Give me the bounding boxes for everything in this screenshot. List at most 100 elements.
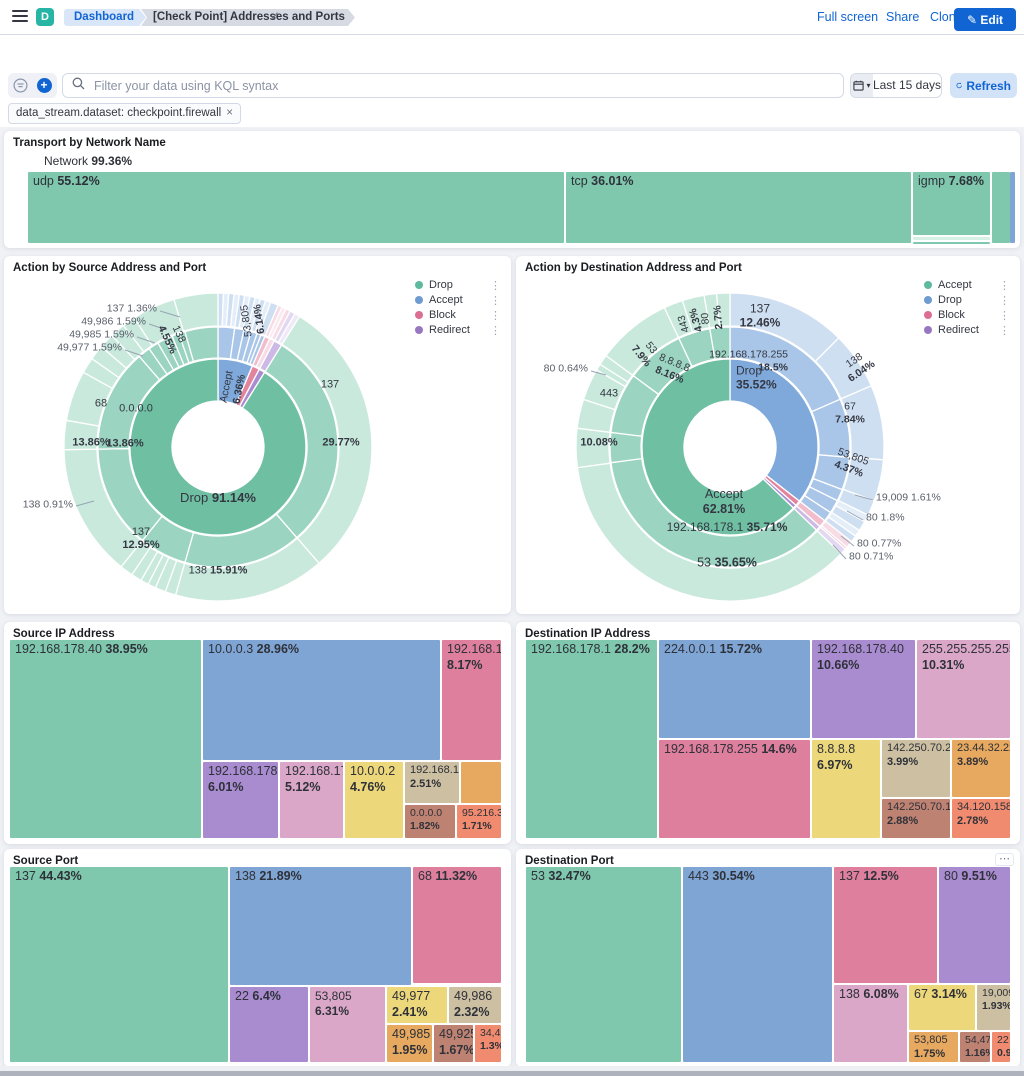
treemap-cell-95-216-33-58[interactable]: 95.216.33.58 1.71% [457, 805, 501, 838]
legend-label: Block [938, 309, 965, 321]
close-icon[interactable]: × [226, 107, 233, 119]
time-range-value[interactable]: Last 15 days [872, 78, 941, 92]
treemap-cell-137[interactable]: 137 44.43% [10, 867, 228, 1062]
panel-title: Source Port [13, 855, 79, 867]
label-leader-line [846, 510, 864, 521]
share-link[interactable]: Share [886, 10, 920, 24]
treemap-cell-34-416[interactable]: 34,416 1.3% [475, 1025, 501, 1062]
treemap-cell-142-250-70-131[interactable]: 142.250.70.131 2.88% [882, 799, 950, 838]
treemap-cell-igmp[interactable]: igmp 7.68% [913, 172, 990, 235]
treemap-cell-53[interactable]: 53 32.47% [526, 867, 681, 1062]
treemap-cell-tcp[interactable]: tcp 36.01% [566, 172, 911, 243]
treemap-cell-138[interactable]: 138 6.08% [834, 985, 907, 1062]
filter-icon-group: + [8, 73, 57, 98]
treemap-cell-8-8-8-8[interactable]: 8.8.8.8 6.97% [812, 740, 880, 838]
treemap-cell-80[interactable]: 80 9.51% [939, 867, 1010, 983]
breadcrumb-dashboard[interactable]: Dashboard [64, 9, 146, 26]
legend-options-icon[interactable]: ⋮ [999, 309, 1010, 322]
legend-options-icon[interactable]: ⋮ [490, 279, 501, 292]
treemap-cell-192-168-178-68[interactable]: 192.168.178.68 8.17% [442, 640, 501, 760]
treemap-cell-192-168-178-255[interactable]: 192.168.178.255 14.6% [659, 740, 810, 838]
treemap-cell-192-168-178-1[interactable]: 192.168.178.1 28.2% [526, 640, 657, 838]
edit-button[interactable]: ✎ Edit [954, 8, 1016, 31]
footer-strip [0, 1066, 1024, 1071]
saved-query-icon[interactable] [8, 73, 32, 98]
treemap-cell-0-0-0-0[interactable]: 0.0.0.0 1.82% [405, 805, 455, 838]
sunburst-slice[interactable] [129, 358, 307, 536]
refresh-button[interactable]: Refresh [950, 73, 1017, 98]
treemap-cell-49-985[interactable]: 49,985 1.95% [387, 1025, 432, 1062]
treemap-group-label: Network 99.36% [44, 154, 133, 168]
panel-title: Transport by Network Name [13, 137, 166, 149]
treemap-cell-53-805[interactable]: 53,805 6.31% [310, 987, 385, 1062]
legend-item-accept[interactable]: Accept ⋮ [924, 278, 1010, 292]
treemap-cell-49-986[interactable]: 49,986 2.32% [449, 987, 501, 1023]
treemap-cell-224-0-0-1[interactable]: 224.0.0.1 15.72% [659, 640, 810, 738]
sunburst-slice[interactable] [641, 358, 795, 536]
treemap-cell-192-168-178-55[interactable]: 192.168.178.55 6.01% [203, 762, 278, 838]
treemap-cell-192-168-178-40[interactable]: 192.168.178.40 10.66% [812, 640, 915, 738]
legend-options-icon[interactable]: ⋮ [999, 324, 1010, 337]
panel-title: Destination Port [525, 855, 614, 867]
treemap-cell-34-120-158-37[interactable]: 34.120.158.37 2.78% [952, 799, 1010, 838]
sunburst-slice[interactable] [729, 358, 819, 503]
legend-options-icon[interactable]: ⋮ [999, 279, 1010, 292]
add-filter-icon[interactable]: + [32, 73, 56, 98]
treemap-cell-23-44-32-22[interactable]: 23.44.32.22 3.89% [952, 740, 1010, 797]
sunburst-label: 80 2.7% [698, 305, 725, 330]
calendar-icon-button[interactable]: ▾ [851, 74, 873, 97]
legend-item-redirect[interactable]: Redirect ⋮ [924, 323, 1010, 337]
sunburst-label: 80 0.64% [543, 362, 588, 375]
sunburst-label: 138 0.91% [22, 498, 73, 511]
legend-item-block[interactable]: Block ⋮ [924, 308, 1010, 322]
sunburst-label: Drop 91.14% [180, 490, 256, 506]
treemap-cell-10-0-0-3[interactable]: 10.0.0.3 28.96% [203, 640, 440, 760]
legend-options-icon[interactable]: ⋮ [490, 324, 501, 337]
app-logo[interactable]: D [36, 8, 54, 26]
sunburst-slice[interactable] [184, 326, 219, 363]
panel-options-icon[interactable]: ⋯ [995, 853, 1014, 866]
search-input[interactable] [92, 77, 843, 94]
sunburst-label: 13.86% [106, 437, 144, 450]
label-leader-line [136, 336, 156, 344]
treemap-cell-255-255-255-255[interactable]: 255.255.255.255 10.31% [917, 640, 1010, 738]
treemap-cell-49-925[interactable]: 49,925 1.67% [434, 1025, 473, 1062]
treemap-cell-22[interactable]: 22 0.9% [992, 1032, 1010, 1062]
menu-icon[interactable] [12, 10, 28, 23]
full-screen-link[interactable]: Full screen [817, 10, 879, 24]
legend-item-drop[interactable]: Drop ⋮ [415, 278, 501, 292]
sunburst-label: 49,986 1.59% [81, 315, 146, 328]
treemap-cell-19-009[interactable]: 19,009 1.93% [977, 985, 1010, 1030]
check-icon[interactable]: ✓ [270, 9, 281, 23]
sunburst-slice[interactable] [173, 292, 219, 332]
treemap-cell-53-805[interactable]: 53,805 1.75% [909, 1032, 958, 1062]
treemap-cell-443[interactable]: 443 30.54% [683, 867, 832, 1062]
sunburst-label: 19,009 1.61% [876, 491, 941, 504]
legend-item-accept[interactable]: Accept ⋮ [415, 293, 501, 307]
legend-item-block[interactable]: Block ⋮ [415, 308, 501, 322]
treemap-cell-10-0-0-2[interactable]: 10.0.0.2 4.76% [345, 762, 403, 838]
legend-options-icon[interactable]: ⋮ [490, 309, 501, 322]
treemap-cell-68[interactable]: 68 11.32% [413, 867, 501, 983]
legend-options-icon[interactable]: ⋮ [999, 294, 1010, 307]
legend-dot-icon [924, 326, 932, 334]
treemap-cell-137[interactable]: 137 12.5% [834, 867, 937, 983]
treemap-cell-54-471[interactable]: 54,471 1.16% [960, 1032, 990, 1062]
treemap-cell-192-168-178-40[interactable]: 192.168.178.40 38.95% [10, 640, 201, 838]
sunburst-label: 80 1.8% [866, 511, 905, 524]
treemap-cell-67[interactable]: 67 3.14% [909, 985, 975, 1030]
sunburst-slice[interactable] [709, 326, 731, 361]
legend-options-icon[interactable]: ⋮ [490, 294, 501, 307]
legend-item-redirect[interactable]: Redirect ⋮ [415, 323, 501, 337]
sunburst-slice[interactable] [715, 292, 731, 328]
treemap-cell-138[interactable]: 138 21.89% [230, 867, 411, 985]
panel-title: Destination IP Address [525, 628, 651, 640]
filter-pill-datastream[interactable]: data_stream.dataset: checkpoint.firewall… [8, 103, 241, 124]
treemap-cell-142-250-70-227[interactable]: 142.250.70.227 3.99% [882, 740, 950, 797]
treemap-cell-192-168-178-1[interactable]: 192.168.178.1 5.12% [280, 762, 343, 838]
legend-item-drop[interactable]: Drop ⋮ [924, 293, 1010, 307]
treemap-cell-22[interactable]: 22 6.4% [230, 987, 308, 1062]
treemap-cell-49-977[interactable]: 49,977 2.41% [387, 987, 447, 1023]
treemap-cell-udp[interactable]: udp 55.12% [28, 172, 564, 243]
treemap-cell-192-168-178-56[interactable]: 192.168.178.56 2.51% [405, 762, 459, 803]
